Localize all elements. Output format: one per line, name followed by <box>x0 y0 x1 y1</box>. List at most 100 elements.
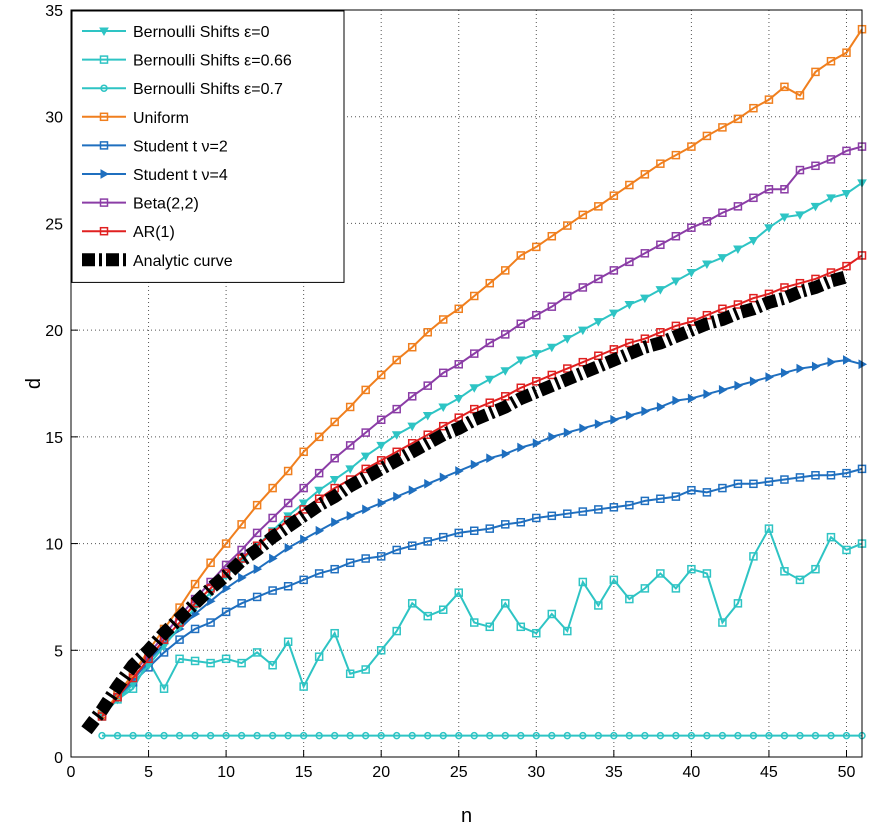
legend-marker <box>99 226 109 236</box>
data-point <box>718 385 728 395</box>
data-point <box>780 185 789 194</box>
data-point <box>298 499 309 509</box>
data-point <box>501 599 510 608</box>
data-point <box>717 254 728 263</box>
data-point <box>175 654 184 664</box>
data-point <box>268 586 277 595</box>
data-point <box>764 185 774 194</box>
data-point <box>609 266 619 275</box>
data-point <box>749 376 759 387</box>
data-point <box>733 202 743 211</box>
data-point <box>283 498 293 508</box>
data-point <box>548 731 556 740</box>
data-point <box>641 406 650 417</box>
data-point <box>578 357 588 367</box>
data-point <box>392 731 401 740</box>
data-point <box>454 528 463 538</box>
data-point <box>578 577 588 587</box>
data-point <box>826 194 836 203</box>
legend-label: Student t ν=2 <box>133 138 228 155</box>
series-line <box>101 467 863 715</box>
data-point <box>330 417 339 427</box>
data-point <box>780 82 789 92</box>
data-point <box>547 511 557 521</box>
data-point <box>578 283 588 292</box>
data-point <box>469 384 480 393</box>
legend-entry: Uniform <box>82 110 189 127</box>
data-point <box>392 545 401 555</box>
data-point <box>842 731 851 740</box>
y-tick-label: 5 <box>54 643 63 660</box>
data-point <box>841 190 852 199</box>
data-point <box>346 510 356 521</box>
data-point <box>190 579 200 589</box>
data-point <box>423 381 432 390</box>
data-point <box>531 350 542 359</box>
data-point <box>159 684 169 693</box>
data-point <box>360 452 371 462</box>
data-point <box>780 283 789 292</box>
data-point <box>842 261 851 271</box>
series-line <box>81 270 849 735</box>
data-point <box>252 528 262 538</box>
data-point <box>702 260 712 269</box>
x-tick-label: 35 <box>605 764 623 781</box>
data-point <box>407 541 417 550</box>
data-point <box>795 575 805 585</box>
data-point <box>252 500 262 510</box>
data-point <box>454 731 463 740</box>
data-point <box>795 278 805 288</box>
data-point <box>594 505 603 514</box>
x-tick-label: 30 <box>527 764 545 781</box>
data-point <box>221 569 231 578</box>
data-point <box>811 361 821 372</box>
data-point <box>299 575 308 585</box>
data-point <box>517 731 525 740</box>
data-point <box>407 392 417 401</box>
data-point <box>331 517 340 528</box>
data-point <box>485 338 495 348</box>
legend: Bernoulli Shifts ε=0 Bernoulli Shifts ε=0… <box>71 10 345 283</box>
data-point <box>546 343 557 353</box>
data-point <box>563 509 572 518</box>
data-point <box>516 622 526 632</box>
data-point <box>796 363 805 374</box>
data-point <box>563 221 572 230</box>
x-tick-label: 0 <box>67 764 76 781</box>
data-point <box>454 588 463 597</box>
data-point <box>795 91 805 100</box>
data-point <box>765 372 774 382</box>
data-point <box>733 114 743 124</box>
legend-entry: AR(1) <box>82 224 175 241</box>
data-point <box>749 731 758 740</box>
y-tick-label: 20 <box>45 323 63 340</box>
legend-marker <box>99 112 109 122</box>
data-point <box>252 648 262 657</box>
data-point <box>656 328 665 337</box>
series-2 <box>98 731 866 740</box>
legend-entry: Bernoulli Shifts ε=0.66 <box>82 53 292 70</box>
data-point <box>454 360 463 369</box>
data-point <box>749 552 758 561</box>
data-point <box>594 419 604 429</box>
data-point <box>780 367 790 378</box>
legend-label: Student t ν=4 <box>133 167 228 184</box>
legend-marker <box>99 55 109 64</box>
data-point <box>718 483 727 493</box>
data-point <box>314 468 324 478</box>
series-line <box>101 145 863 715</box>
data-point <box>579 423 588 434</box>
legend-label: Analytic curve <box>133 253 233 270</box>
data-point <box>625 338 634 348</box>
data-point <box>640 584 650 593</box>
data-point <box>438 403 449 412</box>
legend-entry: Analytic curve <box>82 253 233 270</box>
data-point <box>795 473 805 482</box>
data-point <box>268 731 277 740</box>
data-point <box>640 170 650 179</box>
data-point <box>687 223 696 232</box>
data-point <box>376 441 387 451</box>
data-point <box>283 582 293 591</box>
data-point <box>470 618 479 627</box>
data-point <box>811 67 820 77</box>
